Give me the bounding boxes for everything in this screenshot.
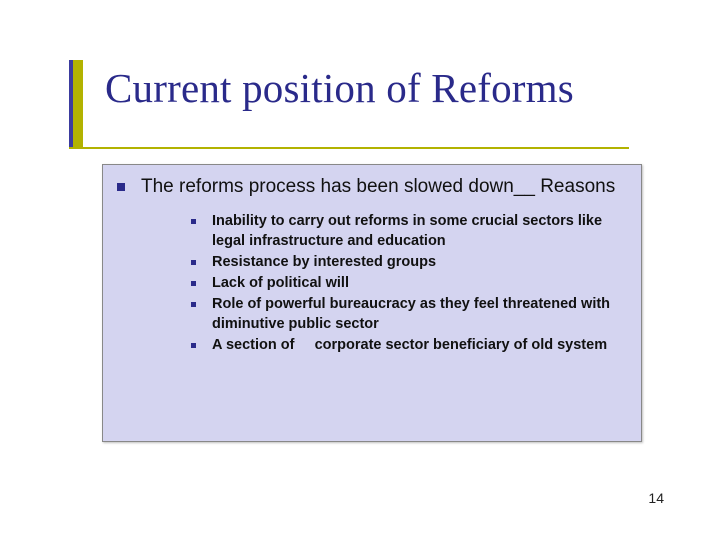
title-underline: [69, 147, 629, 149]
square-bullet-icon: [191, 260, 196, 265]
sub-point-text: Inability to carry out reforms in some c…: [212, 211, 623, 251]
list-item: A section of corporate sector beneficiar…: [191, 335, 623, 355]
page-number: 14: [648, 490, 664, 506]
sub-bullet-list: Inability to carry out reforms in some c…: [191, 211, 623, 355]
sub-point-text: Role of powerful bureaucracy as they fee…: [212, 294, 623, 334]
square-bullet-icon: [117, 183, 125, 191]
main-bullet-row: The reforms process has been slowed down…: [117, 175, 623, 199]
square-bullet-icon: [191, 281, 196, 286]
list-item: Resistance by interested groups: [191, 252, 623, 272]
square-bullet-icon: [191, 302, 196, 307]
title-accent-bar: [69, 60, 83, 147]
sub-point-text: Resistance by interested groups: [212, 252, 436, 272]
square-bullet-icon: [191, 343, 196, 348]
content-box: The reforms process has been slowed down…: [102, 164, 642, 442]
slide-title: Current position of Reforms: [105, 64, 574, 112]
list-item: Lack of political will: [191, 273, 623, 293]
list-item: Role of powerful bureaucracy as they fee…: [191, 294, 623, 334]
sub-point-text: Lack of political will: [212, 273, 349, 293]
square-bullet-icon: [191, 219, 196, 224]
sub-point-text: A section of corporate sector beneficiar…: [212, 335, 607, 355]
main-point-text: The reforms process has been slowed down…: [141, 175, 615, 199]
list-item: Inability to carry out reforms in some c…: [191, 211, 623, 251]
